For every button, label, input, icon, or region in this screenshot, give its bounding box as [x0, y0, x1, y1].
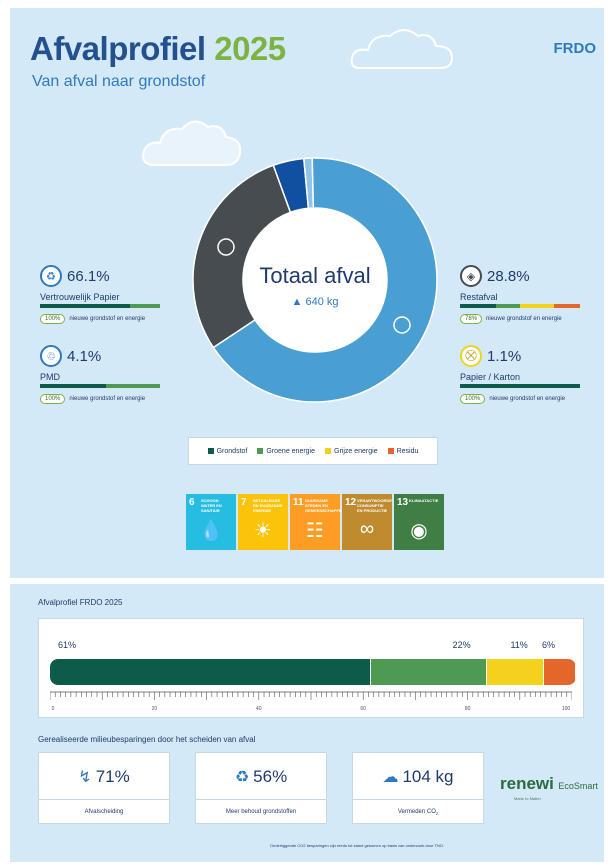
profile-bar-label: 6% [542, 640, 556, 650]
stat-bar [460, 304, 580, 308]
sdg-13: 13 KLIMAATACTIE ◉ [394, 494, 444, 550]
infinity-icon: ∞ [359, 518, 375, 540]
restafval-slice-icon [217, 238, 235, 256]
ruler-tick-label: 20 [152, 706, 158, 712]
legend-item: Grijze energie [325, 448, 378, 455]
stat-bar-segment [106, 384, 160, 388]
company-name: FRDO [553, 40, 597, 57]
savings-title: Gerealiseerde milieubesparingen door het… [38, 735, 256, 744]
stat-papier-karton: ⛒ 1.1% Papier / Karton 100% nieuwe grondst… [460, 345, 590, 404]
stat-bar-segment [40, 384, 106, 388]
legend-swatch [387, 448, 394, 454]
stat-bar-segment [130, 304, 160, 308]
stat-badge: 78% [460, 314, 483, 324]
stat-pmd: ♲ 4.1% PMD 100% nieuwe grondstof en energi… [40, 345, 170, 404]
profile-ruler: 0 20 40 60 80 100 [50, 691, 572, 712]
stat-bar-segment [520, 304, 554, 308]
profile-bar-label: 11% [510, 640, 528, 650]
sdg-6: 6 SCHOON WATER EN SANITAIR 💧 [186, 494, 236, 550]
city-icon: ☷ [306, 520, 324, 542]
saving-afvalscheiding: ↯ 71% Afvalscheiding [38, 752, 170, 824]
stat-badge: 100% [460, 394, 486, 404]
legend-item: Groene energie [257, 448, 315, 455]
legend-swatch [257, 448, 264, 454]
sdg-12: 12 VERANTWOORDE CONSUMPTIE EN PRODUCTIE ∞ [342, 494, 392, 550]
stat-bar-segment [40, 304, 130, 308]
profile-bar-segment [486, 659, 545, 685]
bar-legend: Grondstof Groene energie Grijze energie Res… [188, 437, 438, 465]
split-arrow-icon: ↯ [78, 769, 92, 786]
donut-hole [243, 208, 387, 352]
stat-bar-segment [460, 384, 580, 388]
stat-bar [40, 384, 160, 388]
recycle-icon: ♻ [234, 769, 250, 786]
stat-vertrouwelijk-papier: ♻ 66.1% Vertrouwelijk Papier 100% nieuwe g… [40, 265, 170, 324]
page-title: Afvalprofiel 2025 [30, 30, 286, 67]
profile-stacked-bar [50, 659, 576, 685]
footnote: Onderliggende CO2 besparingen zijn reeds… [270, 843, 445, 848]
profile-bar-label: 22% [452, 640, 471, 650]
stat-bar-segment [496, 304, 520, 308]
renewi-logo: renewi EcoSmart Made to Matter [500, 774, 598, 801]
sdg-11: 11 DUURZAME STEDEN EN GEMEENSCHAPPEN ☷ [290, 494, 345, 550]
recycle-icon: ♻ [40, 265, 62, 287]
page-subtitle: Van afval naar grondstof [32, 73, 206, 90]
profile-bar-segment [544, 659, 576, 685]
eye-icon: ◉ [410, 520, 428, 542]
cart-icon: ⛒ [460, 345, 482, 367]
bottle-icon: ♲ [40, 345, 62, 367]
legend-swatch [325, 448, 332, 454]
donut-center-total: ▲ 640 kg [291, 296, 339, 308]
legend-item: Residu [387, 448, 418, 455]
ruler-tick-label: 60 [360, 706, 366, 712]
legend-swatch [207, 448, 214, 454]
ruler-tick-label: 0 [52, 706, 55, 712]
trash-bag-icon: ◈ [460, 265, 482, 287]
donut-center-title: Totaal afval [259, 263, 371, 288]
stat-restafval: ◈ 28.8% Restafval 78% nieuwe grondstof en … [460, 265, 590, 324]
profile-title: Afvalprofiel FRDO 2025 [38, 598, 123, 607]
saving-grondstoffen: ♻ 56% Meer behoud grondstoffen [195, 752, 327, 824]
waste-donut-chart [192, 157, 438, 403]
papier-slice-icon [393, 316, 411, 334]
cloud-icon: ☁ [382, 769, 399, 786]
ruler-tick-label: 80 [465, 706, 471, 712]
sdg-icons: 6 SCHOON WATER EN SANITAIR 💧 7 BETAALBARE EN… [186, 494, 444, 550]
stat-badge: 100% [40, 314, 66, 324]
stat-bar [460, 384, 580, 388]
weight-icon: ▲ [291, 296, 303, 308]
profile-bar-label: 61% [58, 640, 77, 650]
legend-item: Grondstof [207, 448, 247, 455]
cloud-decoration [350, 29, 454, 69]
profile-bar-segment [50, 659, 371, 685]
stat-bar [40, 304, 160, 308]
ruler-tick-label: 40 [256, 706, 262, 712]
cloud-decoration-2 [142, 120, 242, 166]
water-icon: 💧 [198, 520, 224, 542]
stat-badge: 100% [40, 394, 66, 404]
stat-bar-segment [460, 304, 496, 308]
profile-bar-segment [370, 659, 487, 685]
stat-bar-segment [553, 304, 580, 308]
sdg-7: 7 BETAALBARE EN DUURZAME ENERGIE ☀ [238, 494, 288, 550]
ruler-tick-label: 100 [562, 706, 571, 712]
sun-icon: ☀ [254, 520, 272, 542]
saving-co2: ☁ 104 kg Vermeden CO2 [352, 752, 484, 824]
